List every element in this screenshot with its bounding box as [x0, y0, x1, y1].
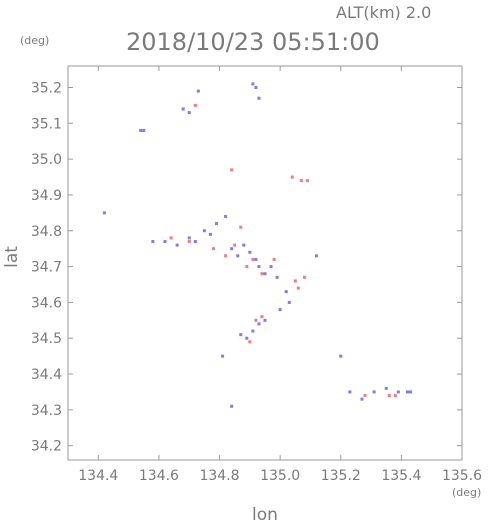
- negative-point: [396, 390, 400, 394]
- axis-ticks: 134.4 134.6 134.8 135.0 135.2 135.4 135.6 34.2 3…: [31, 66, 482, 484]
- positive-point: [296, 286, 300, 290]
- negative-point: [202, 229, 206, 233]
- negative-point: [257, 96, 261, 100]
- y-tick-label: 35.1: [31, 116, 62, 132]
- y-tick-label: 34.4: [31, 367, 62, 383]
- positive-point: [245, 265, 249, 269]
- negative-point: [230, 404, 234, 408]
- positive-point: [272, 257, 276, 261]
- positive-point: [248, 340, 252, 344]
- altitude-label: ALT(km) 2.0: [336, 3, 431, 22]
- x-tick-label: 134.4: [78, 468, 118, 484]
- negative-point: [224, 214, 228, 218]
- negative-point: [236, 254, 240, 258]
- negative-point: [193, 240, 197, 244]
- positive-point: [305, 179, 309, 183]
- y-tick-label: 34.8: [31, 224, 62, 240]
- negative-point: [196, 89, 200, 93]
- y-tick-label: 35.0: [31, 152, 62, 168]
- x-tick-label: 135.2: [321, 468, 361, 484]
- chart-title: 2018/10/23 05:51:00: [126, 28, 380, 56]
- negative-point: [339, 354, 343, 358]
- positive-point: [211, 247, 215, 251]
- data-points: [102, 82, 412, 408]
- negative-point: [360, 397, 364, 401]
- negative-point: [248, 250, 252, 254]
- y-tick-label: 34.6: [31, 295, 62, 311]
- positive-point: [363, 394, 367, 398]
- x-tick-label: 135.0: [260, 468, 300, 484]
- negative-point: [230, 247, 234, 251]
- negative-point: [242, 243, 246, 247]
- positive-point: [224, 254, 228, 258]
- negative-point: [263, 318, 267, 322]
- negative-point: [348, 390, 352, 394]
- x-axis-title: lon: [252, 505, 278, 521]
- negative-point: [257, 322, 261, 326]
- negative-point: [263, 272, 267, 276]
- negative-point: [269, 265, 273, 269]
- negative-point: [278, 308, 282, 312]
- negative-point: [175, 243, 179, 247]
- x-tick-label: 134.8: [199, 468, 239, 484]
- positive-point: [393, 394, 397, 398]
- y-tick-label: 34.9: [31, 188, 62, 204]
- negative-point: [139, 128, 143, 132]
- positive-point: [230, 168, 234, 172]
- positive-point: [260, 272, 264, 276]
- negative-point: [384, 386, 388, 390]
- y-tick-label: 34.5: [31, 331, 62, 347]
- negative-point: [372, 390, 376, 394]
- negative-point: [221, 354, 225, 358]
- y-tick-label: 34.3: [31, 403, 62, 419]
- negative-point: [187, 236, 191, 240]
- negative-point: [254, 85, 258, 89]
- negative-point: [142, 128, 146, 132]
- y-unit-label: (deg): [20, 34, 49, 47]
- negative-point: [251, 82, 255, 86]
- positive-point: [290, 175, 294, 179]
- plot-frame: [67, 65, 463, 461]
- negative-point: [287, 300, 291, 304]
- negative-point: [102, 211, 106, 215]
- negative-point: [284, 290, 288, 294]
- x-tick-label: 134.6: [139, 468, 179, 484]
- x-tick-label: 135.6: [442, 468, 482, 484]
- y-tick-label: 35.2: [31, 80, 62, 96]
- negative-point: [405, 390, 409, 394]
- negative-point: [215, 222, 219, 226]
- positive-point: [302, 275, 306, 279]
- positive-point: [193, 103, 197, 107]
- y-axis-title: lat: [2, 246, 22, 268]
- negative-point: [208, 232, 212, 236]
- negative-point: [187, 111, 191, 115]
- negative-point: [315, 254, 319, 258]
- positive-point: [293, 279, 297, 283]
- positive-point: [239, 225, 243, 229]
- positive-point: [387, 394, 391, 398]
- positive-point: [233, 243, 237, 247]
- positive-point: [251, 257, 255, 261]
- negative-point: [163, 240, 167, 244]
- positive-point: [260, 315, 264, 319]
- negative-point: [181, 107, 185, 111]
- y-tick-label: 34.2: [31, 439, 62, 455]
- negative-point: [408, 390, 412, 394]
- positive-point: [169, 236, 173, 240]
- x-tick-label: 135.4: [381, 468, 421, 484]
- negative-point: [254, 257, 258, 261]
- x-unit-label: (deg): [452, 486, 481, 499]
- negative-point: [239, 333, 243, 337]
- positive-point: [299, 179, 303, 183]
- negative-point: [151, 240, 155, 244]
- negative-point: [245, 336, 249, 340]
- negative-point: [275, 275, 279, 279]
- negative-point: [257, 265, 261, 269]
- y-tick-label: 34.7: [31, 260, 62, 276]
- negative-point: [251, 329, 255, 333]
- positive-point: [254, 318, 258, 322]
- positive-point: [187, 240, 191, 244]
